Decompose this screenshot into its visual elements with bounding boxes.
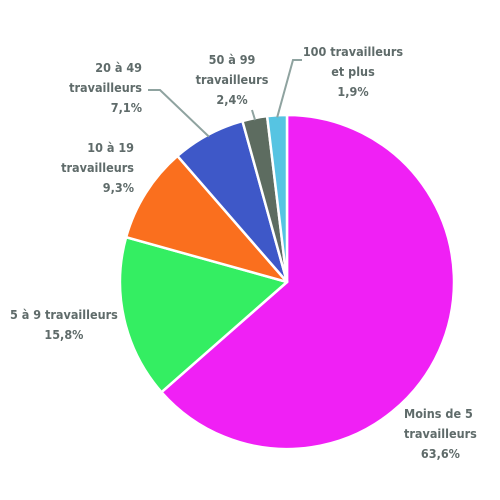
label-text: 10 à 19: [87, 140, 134, 155]
label-moins-de-5: Moins de 5 travailleurs 63,6%: [404, 404, 477, 464]
pie-slice-1: [118, 235, 289, 394]
slices-layer: [118, 113, 456, 451]
label-100-et-plus: 100 travailleurs et plus 1,9%: [298, 42, 408, 102]
data-label: 7,1%: [110, 100, 142, 115]
label-text: Moins de 5: [404, 406, 473, 421]
label-10-a-19: 10 à 19 travailleurs 9,3%: [58, 138, 134, 198]
label-5-a-9: 5 à 9 travailleurs 15,8%: [10, 305, 118, 345]
label-text: travailleurs: [61, 160, 134, 175]
pie-slice-0: [160, 113, 456, 451]
leader-line-4: [251, 109, 257, 121]
leader-lines: [148, 59, 302, 138]
data-label: 1,9%: [337, 84, 369, 99]
data-label: 63,6%: [420, 446, 460, 461]
label-text: travailleurs: [404, 426, 477, 441]
leader-line-3: [148, 89, 210, 138]
leader-line-5: [276, 59, 302, 118]
pie-slice-2: [124, 154, 289, 284]
data-label: 2,4%: [216, 92, 248, 107]
label-text: 20 à 49: [95, 60, 142, 75]
label-20-a-49: 20 à 49 travailleurs 7,1%: [66, 58, 142, 118]
data-label: 15,8%: [44, 327, 84, 342]
label-text: 50 à 99: [208, 52, 256, 67]
label-text: travailleurs: [69, 80, 142, 95]
label-text: travailleurs: [195, 72, 269, 87]
label-50-a-99: 50 à 99 travailleurs 2,4%: [190, 50, 274, 110]
label-text: et plus: [331, 64, 375, 79]
label-text: 100 travailleurs: [302, 44, 404, 59]
label-text: 5 à 9 travailleurs: [10, 307, 118, 322]
data-label: 9,3%: [102, 180, 134, 195]
